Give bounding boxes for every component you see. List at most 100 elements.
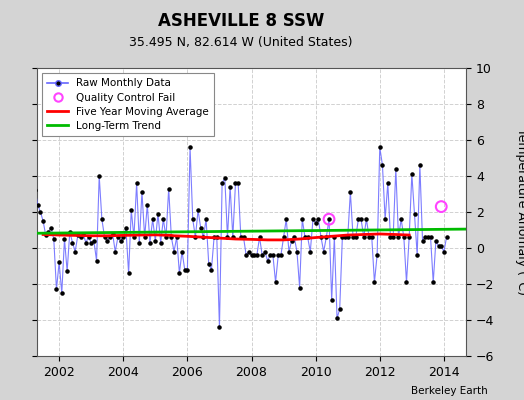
Point	[213, 234, 221, 240]
Point	[111, 248, 119, 255]
Point	[183, 266, 192, 273]
Point	[44, 229, 52, 235]
Point	[194, 207, 202, 214]
Point	[258, 252, 266, 258]
Point	[97, 216, 106, 222]
Point	[287, 238, 296, 244]
Point	[325, 216, 333, 222]
Text: ASHEVILLE 8 SSW: ASHEVILLE 8 SSW	[158, 12, 324, 30]
Point	[373, 252, 381, 258]
Point	[215, 324, 224, 330]
Point	[357, 216, 365, 222]
Point	[266, 252, 275, 258]
Point	[317, 234, 325, 240]
Point	[322, 234, 331, 240]
Point	[328, 297, 336, 303]
Point	[146, 239, 154, 246]
Point	[306, 248, 314, 255]
Point	[376, 144, 384, 150]
Point	[116, 238, 125, 244]
Point	[255, 234, 264, 240]
Point	[58, 290, 66, 296]
Point	[424, 234, 432, 240]
Point	[354, 216, 363, 222]
Point	[148, 216, 157, 222]
Point	[47, 225, 56, 231]
Point	[341, 234, 350, 240]
Point	[359, 234, 368, 240]
Point	[335, 306, 344, 312]
Point	[178, 248, 186, 255]
Point	[437, 243, 445, 250]
Point	[301, 234, 309, 240]
Point	[309, 216, 317, 222]
Point	[384, 180, 392, 186]
Point	[410, 210, 419, 217]
Point	[367, 234, 376, 240]
Point	[151, 238, 159, 244]
Point	[202, 216, 210, 222]
Point	[124, 270, 133, 276]
Point	[282, 216, 290, 222]
Point	[181, 266, 189, 273]
Point	[325, 216, 333, 222]
Point	[338, 234, 346, 240]
Point	[74, 232, 82, 238]
Point	[223, 234, 232, 240]
Point	[101, 234, 109, 240]
Point	[82, 239, 90, 246]
Point	[191, 234, 200, 240]
Point	[427, 234, 435, 240]
Point	[204, 261, 213, 267]
Point	[175, 270, 183, 276]
Point	[416, 162, 424, 168]
Point	[103, 238, 112, 244]
Point	[277, 252, 285, 258]
Point	[274, 252, 282, 258]
Point	[135, 239, 144, 246]
Point	[127, 207, 136, 214]
Point	[52, 286, 61, 293]
Point	[189, 216, 197, 222]
Point	[349, 234, 357, 240]
Point	[60, 236, 69, 242]
Point	[405, 234, 413, 240]
Point	[66, 229, 74, 235]
Point	[133, 180, 141, 186]
Point	[432, 238, 440, 244]
Point	[34, 202, 42, 208]
Point	[418, 238, 427, 244]
Point	[365, 234, 373, 240]
Point	[352, 234, 360, 240]
Point	[298, 216, 307, 222]
Point	[413, 252, 421, 258]
Point	[71, 248, 79, 255]
Point	[397, 216, 406, 222]
Point	[437, 203, 445, 210]
Point	[378, 162, 387, 168]
Point	[402, 279, 411, 286]
Point	[122, 225, 130, 231]
Point	[314, 216, 322, 222]
Point	[199, 234, 208, 240]
Point	[79, 230, 88, 237]
Point	[370, 279, 379, 286]
Point	[279, 234, 288, 240]
Point	[320, 248, 328, 255]
Point	[400, 234, 408, 240]
Point	[271, 279, 280, 286]
Point	[247, 252, 256, 258]
Point	[39, 218, 47, 224]
Point	[344, 234, 352, 240]
Point	[210, 234, 219, 240]
Point	[172, 234, 181, 240]
Point	[50, 236, 58, 242]
Point	[296, 284, 304, 291]
Point	[394, 234, 402, 240]
Y-axis label: Temperature Anomaly (°C): Temperature Anomaly (°C)	[515, 128, 524, 296]
Point	[68, 239, 77, 246]
Point	[95, 173, 103, 179]
Point	[408, 171, 416, 178]
Point	[140, 234, 149, 240]
Point	[119, 234, 127, 240]
